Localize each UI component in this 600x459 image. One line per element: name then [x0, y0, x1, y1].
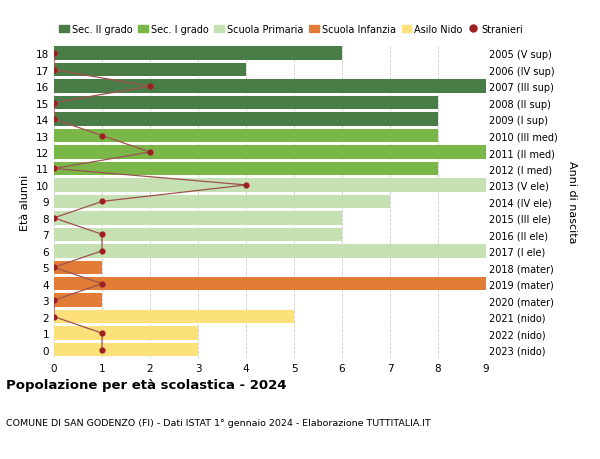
Point: [49, 215, 59, 222]
Bar: [54, 162, 438, 176]
Point: [49, 50, 59, 58]
Bar: [54, 310, 294, 324]
Bar: [54, 212, 342, 225]
Bar: [54, 47, 342, 61]
Point: [49, 67, 59, 74]
Point: [49, 165, 59, 173]
Bar: [54, 195, 390, 209]
Point: [145, 149, 155, 157]
Point: [97, 280, 107, 288]
Point: [49, 297, 59, 304]
Bar: [54, 129, 438, 143]
Bar: [54, 97, 438, 110]
Point: [97, 231, 107, 239]
Point: [145, 83, 155, 90]
Text: Popolazione per età scolastica - 2024: Popolazione per età scolastica - 2024: [6, 379, 287, 392]
Point: [49, 313, 59, 321]
Legend: Sec. II grado, Sec. I grado, Scuola Primaria, Scuola Infanzia, Asilo Nido, Stran: Sec. II grado, Sec. I grado, Scuola Prim…: [59, 25, 523, 35]
Point: [97, 198, 107, 206]
Bar: [54, 64, 246, 77]
Bar: [54, 277, 486, 291]
Point: [97, 346, 107, 353]
Point: [49, 116, 59, 123]
Bar: [54, 228, 342, 241]
Bar: [54, 327, 198, 340]
Text: COMUNE DI SAN GODENZO (FI) - Dati ISTAT 1° gennaio 2024 - Elaborazione TUTTITALI: COMUNE DI SAN GODENZO (FI) - Dati ISTAT …: [6, 418, 431, 427]
Bar: [54, 179, 486, 192]
Bar: [54, 113, 438, 127]
Point: [49, 100, 59, 107]
Point: [241, 182, 251, 189]
Point: [97, 330, 107, 337]
Point: [97, 133, 107, 140]
Bar: [54, 80, 486, 94]
Bar: [54, 294, 102, 307]
Bar: [54, 343, 198, 357]
Y-axis label: Età alunni: Età alunni: [20, 174, 31, 230]
Point: [49, 264, 59, 271]
Y-axis label: Anni di nascita: Anni di nascita: [567, 161, 577, 243]
Bar: [54, 245, 486, 258]
Bar: [54, 261, 102, 274]
Point: [97, 247, 107, 255]
Bar: [54, 146, 486, 159]
